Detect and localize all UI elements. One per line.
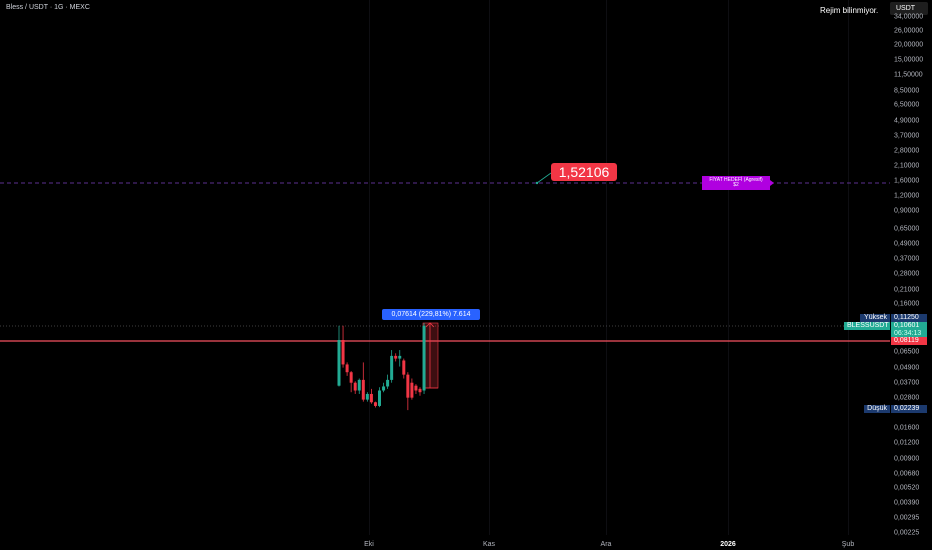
- candle-body: [402, 360, 406, 375]
- symbol-tag: BLESSUSDT: [844, 322, 890, 330]
- candle-body: [418, 388, 422, 393]
- x-label: Şub: [841, 541, 855, 548]
- candle-body: [345, 364, 349, 373]
- candle-body: [369, 393, 373, 403]
- candle-body: [394, 355, 398, 359]
- x-label: 2026: [720, 541, 736, 548]
- candle-body: [378, 390, 381, 406]
- grid-line: [606, 0, 607, 535]
- target-label[interactable]: FİYAT HEDEFİ (Agresif) $2: [702, 176, 770, 190]
- y-label: 6,50000: [894, 101, 920, 109]
- low-value: 0,02239: [891, 405, 927, 413]
- candle-body: [410, 382, 414, 398]
- x-label: Kas: [482, 541, 496, 548]
- currency-button[interactable]: USDT: [890, 2, 928, 15]
- y-label: 0,00680: [894, 470, 920, 478]
- y-label: 0,02800: [894, 394, 920, 402]
- y-label: 8,50000: [894, 87, 920, 95]
- y-label: 20,00000: [894, 41, 924, 49]
- target-connector: [536, 172, 552, 184]
- candle-body: [353, 382, 357, 391]
- candle-body: [422, 325, 426, 391]
- grid-line: [369, 0, 370, 535]
- y-label: 0,37000: [894, 255, 920, 263]
- candle-body: [373, 402, 377, 406]
- candle-body: [390, 355, 394, 380]
- level-price: 0,08119: [891, 337, 927, 345]
- y-label: 15,00000: [894, 56, 924, 64]
- measure-arrowhead: [425, 322, 435, 328]
- y-label: 0,28000: [894, 270, 920, 278]
- y-label: 0,21000: [894, 286, 920, 294]
- y-label: 2,80000: [894, 147, 920, 155]
- candle-body: [361, 379, 365, 400]
- target-price-label: 1,52106: [551, 163, 617, 181]
- candle-body: [398, 355, 402, 359]
- grid-line: [848, 0, 849, 535]
- y-label: 3,70000: [894, 132, 920, 140]
- y-label: 0,00225: [894, 529, 920, 537]
- y-label: 1,60000: [894, 177, 920, 185]
- y-label: 0,00900: [894, 455, 920, 463]
- grid-line: [489, 0, 490, 535]
- target-label-pointer: [770, 180, 774, 186]
- y-label: 4,90000: [894, 117, 920, 125]
- x-label: Eki: [364, 541, 374, 548]
- y-label: 0,01600: [894, 424, 920, 432]
- y-label: 0,04900: [894, 364, 920, 372]
- y-label: 0,00295: [894, 514, 920, 522]
- y-label: 0,65000: [894, 225, 920, 233]
- low-label: Düşük: [864, 405, 890, 413]
- y-label: 11,50000: [894, 71, 923, 79]
- target-anchor: [535, 181, 539, 185]
- y-label: 0,49000: [894, 240, 920, 248]
- y-label: 26,00000: [894, 27, 924, 35]
- candle-body: [365, 393, 369, 400]
- y-label: 0,00390: [894, 499, 920, 507]
- candle-body: [357, 379, 361, 391]
- candle-body: [386, 379, 390, 387]
- y-label: 1,20000: [894, 192, 920, 200]
- last-price: 0,10601: [891, 322, 927, 330]
- y-label: 2,10000: [894, 162, 920, 170]
- y-label: 34,00000: [894, 13, 924, 21]
- target-label-text: FİYAT HEDEFİ (Agresif): [709, 177, 763, 183]
- candle-body: [341, 340, 345, 365]
- grid-line: [728, 0, 729, 535]
- y-label: 0,06500: [894, 348, 920, 356]
- high-label: Yüksek: [860, 314, 890, 322]
- candle-body: [406, 374, 410, 398]
- y-label: 0,03700: [894, 379, 920, 387]
- candle-body: [337, 340, 341, 386]
- y-label: 0,01200: [894, 439, 920, 447]
- candle-body: [414, 385, 418, 391]
- regime-status: Rejim bilinmiyor.: [820, 6, 879, 15]
- y-label: 0,90000: [894, 207, 920, 215]
- y-label: 0,00520: [894, 484, 920, 492]
- countdown: 06:34:13: [891, 330, 927, 338]
- measure-label: 0,07614 (229,81%) 7.614: [382, 309, 480, 320]
- candle-body: [382, 386, 386, 391]
- candle-body: [349, 372, 353, 383]
- x-label: Ara: [600, 541, 612, 548]
- target-label-sub: $2: [733, 182, 739, 188]
- y-label: 0,16000: [894, 300, 920, 308]
- symbol-title[interactable]: Bless / USDT · 1G · MEXC: [6, 4, 90, 11]
- high-value: 0,11250: [891, 314, 927, 322]
